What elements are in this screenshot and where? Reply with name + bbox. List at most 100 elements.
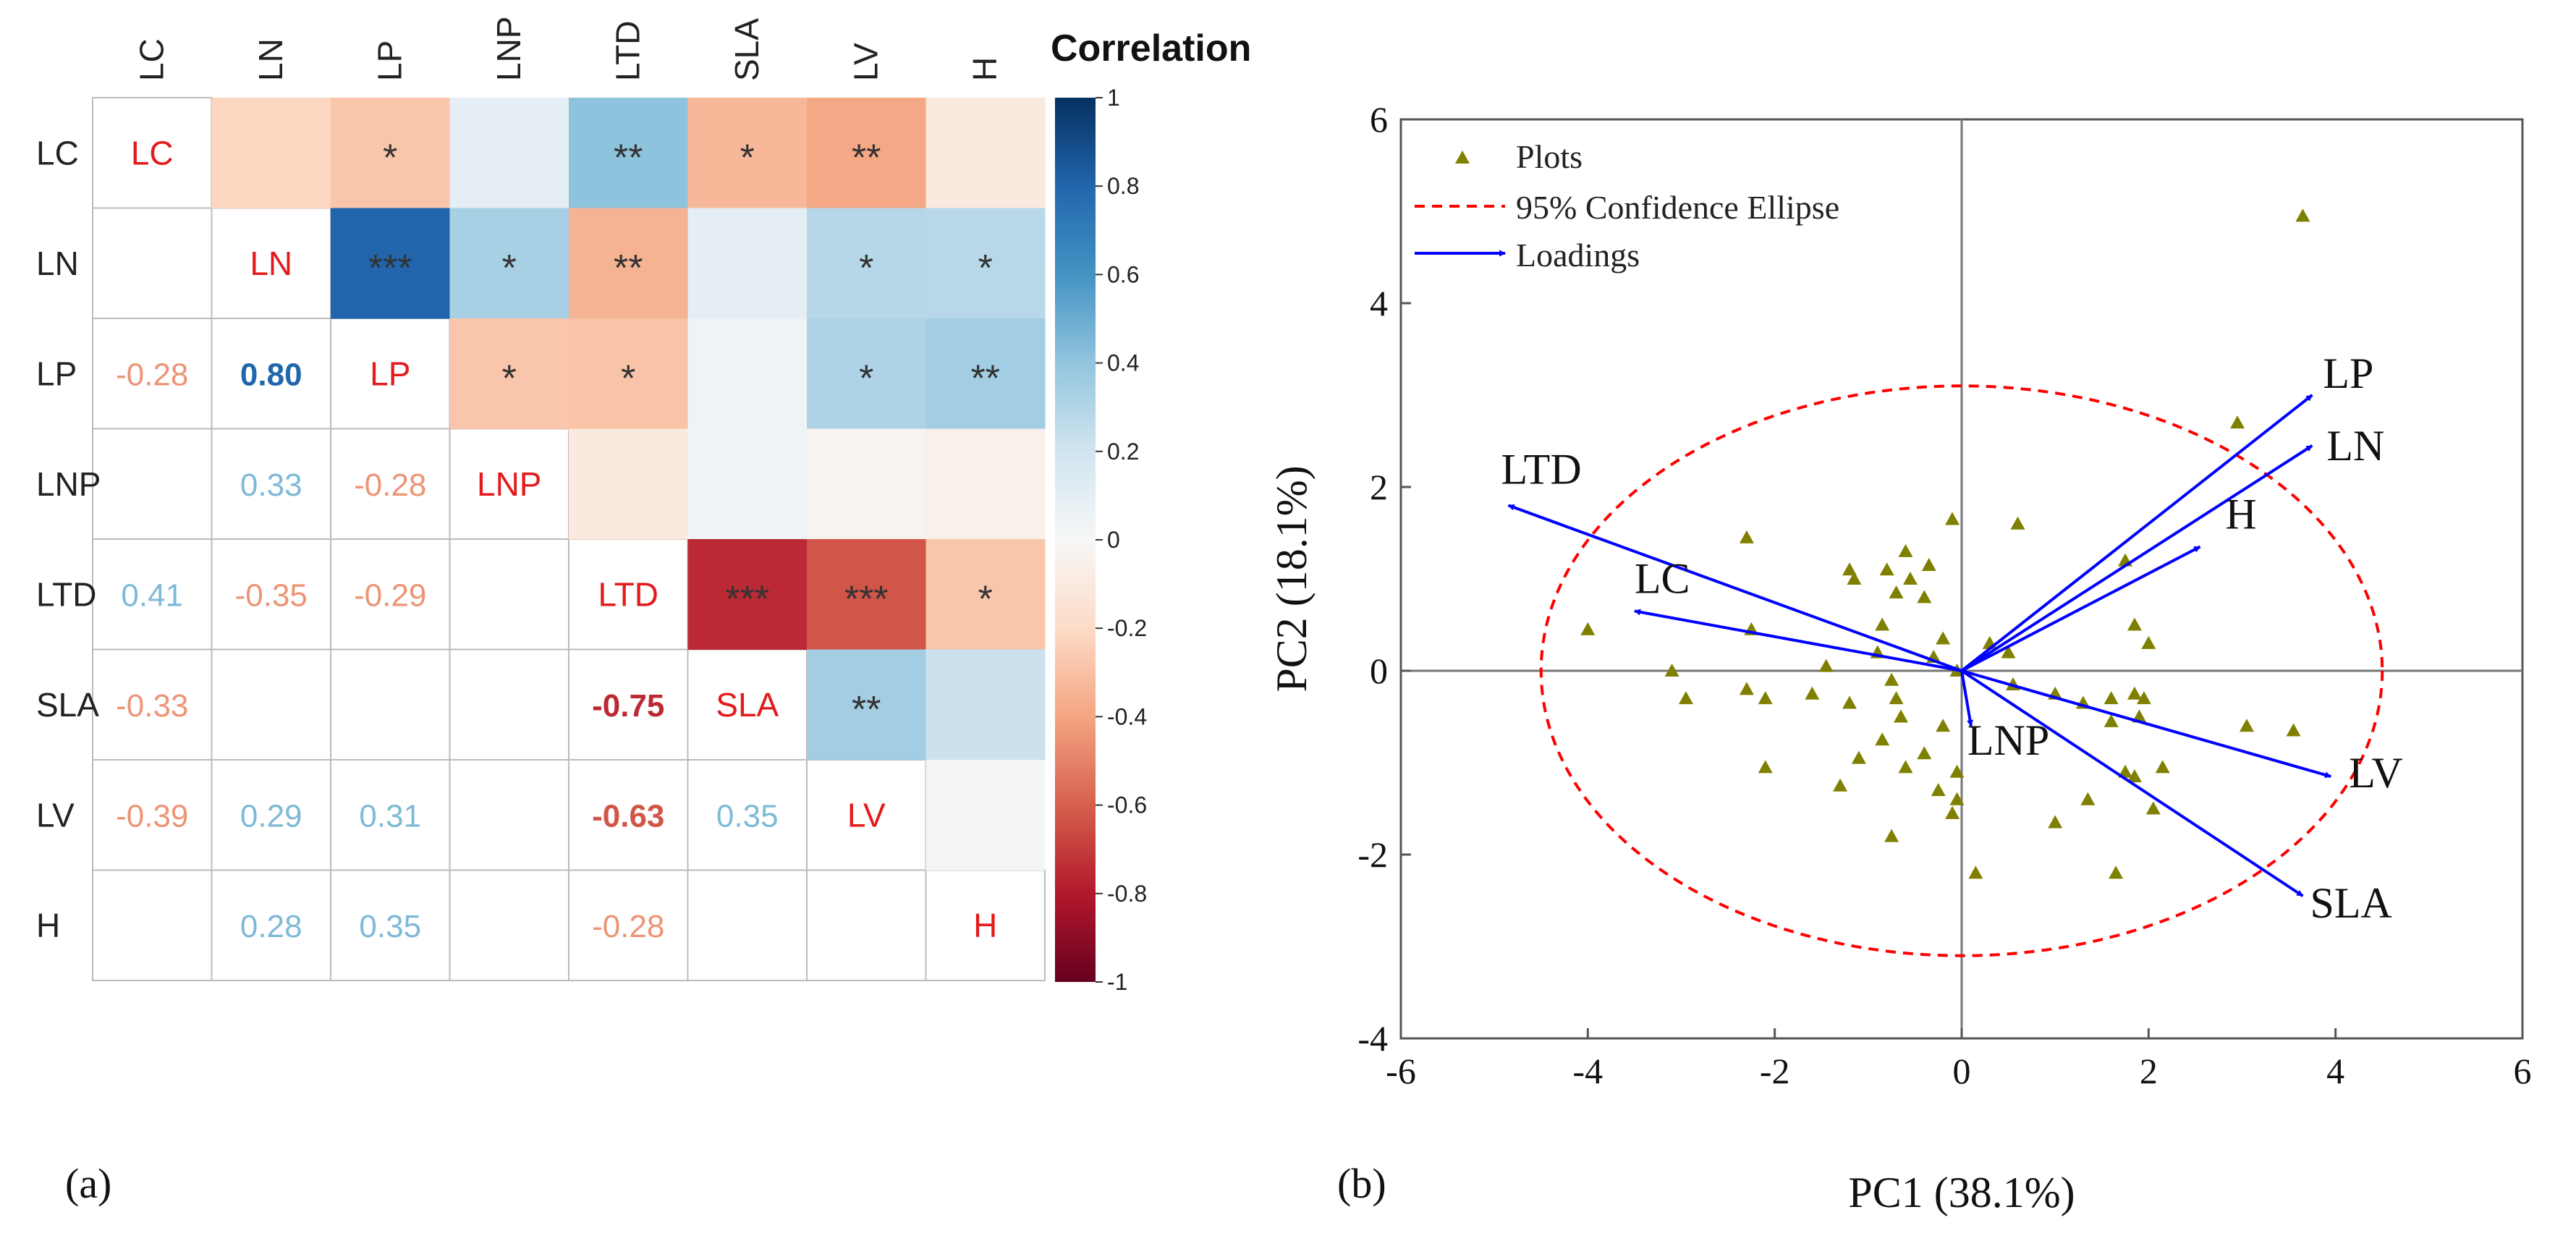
diagonal-label: SLA bbox=[716, 686, 779, 724]
correlation-value: 0.29 bbox=[240, 798, 302, 834]
plot-point bbox=[2103, 691, 2119, 705]
plot-point bbox=[1842, 562, 1857, 576]
heatmap-cell bbox=[449, 98, 569, 208]
heatmap-cell bbox=[807, 318, 926, 429]
heatmap-cell bbox=[449, 208, 569, 319]
correlation-value: 0.31 bbox=[359, 798, 421, 834]
loading-arrow bbox=[1960, 669, 2304, 897]
x-tick-label: 4 bbox=[2326, 1051, 2344, 1091]
heatmap-cell bbox=[807, 428, 926, 540]
heatmap-cell bbox=[925, 318, 1046, 429]
colorbar-tick-label: -0.6 bbox=[1107, 792, 1147, 818]
colorbar-tick-label: 0.6 bbox=[1107, 261, 1139, 287]
correlation-value: -0.28 bbox=[354, 467, 426, 503]
diagonal-label: LTD bbox=[598, 575, 659, 613]
plot-point bbox=[1921, 557, 1936, 571]
row-label: LC bbox=[36, 134, 79, 171]
diagonal-label: LP bbox=[370, 355, 410, 392]
heatmap-cell bbox=[331, 208, 450, 319]
heatmap-cell bbox=[92, 869, 213, 981]
plot-point bbox=[1580, 622, 1596, 635]
row-label: LTD bbox=[36, 575, 97, 613]
colorbar-tick-label: -1 bbox=[1107, 969, 1127, 995]
heatmap-cell bbox=[925, 760, 1046, 871]
significance-stars: * bbox=[740, 137, 755, 179]
heatmap-cell bbox=[92, 318, 213, 430]
correlation-heatmap: * ** * ***** * ** * ** * * ***** *** ***LCLNLPLNPLTD… bbox=[36, 17, 1251, 1207]
y-axis-label: PC2 (18.1%) bbox=[1268, 465, 1315, 692]
plot-point bbox=[1833, 778, 1848, 792]
loading-label: LC bbox=[1635, 554, 1690, 602]
y-tick-label: -4 bbox=[1357, 1018, 1388, 1059]
correlation-value: 0.41 bbox=[121, 577, 183, 613]
x-tick-label: 2 bbox=[2140, 1051, 2158, 1091]
y-tick-label: 4 bbox=[1370, 283, 1388, 323]
plot-point bbox=[1949, 764, 1965, 778]
heatmap-cell bbox=[330, 318, 451, 430]
loading-label: LV bbox=[2349, 749, 2402, 797]
plot-point bbox=[1842, 695, 1857, 709]
heatmap-cell bbox=[211, 318, 331, 430]
heatmap-cell bbox=[330, 648, 451, 761]
heatmap-cell bbox=[925, 649, 1046, 761]
row-label: LNP bbox=[36, 465, 101, 503]
legend-marker-plots bbox=[1455, 151, 1470, 164]
heatmap-cell bbox=[449, 428, 569, 540]
loading-label: H bbox=[2225, 491, 2256, 538]
plot-point bbox=[2080, 792, 2096, 805]
plot-point bbox=[1945, 805, 1960, 819]
plot-point bbox=[1968, 865, 1983, 879]
heatmap-cell bbox=[925, 208, 1046, 319]
heatmap-cell bbox=[807, 649, 926, 761]
plot-point bbox=[1758, 760, 1773, 774]
heatmap-cell bbox=[92, 759, 213, 871]
column-label: LC bbox=[132, 38, 170, 81]
plot-point bbox=[2118, 764, 2133, 778]
significance-stars: ** bbox=[852, 137, 881, 179]
loading-arrow bbox=[1960, 670, 1973, 727]
loading-label: SLA bbox=[2310, 879, 2391, 927]
plot-point bbox=[1917, 590, 1932, 603]
loading-arrow bbox=[1961, 545, 2201, 672]
plot-point bbox=[1902, 572, 1918, 585]
heatmap-cell bbox=[687, 428, 808, 540]
plot-point bbox=[1664, 664, 1679, 677]
significance-stars: * bbox=[859, 357, 873, 399]
correlation-value: -0.63 bbox=[592, 798, 664, 834]
loading-label: LP bbox=[2323, 350, 2373, 397]
plot-point bbox=[1739, 530, 1754, 543]
colorbar-ticks: 1 0.8 0.6 0.4 0.2 0 -0.2 -0.4 -0.6 -0.8 -1 bbox=[1096, 85, 1147, 995]
x-tick-label: -4 bbox=[1573, 1051, 1603, 1091]
heatmap-cell bbox=[449, 538, 569, 651]
plot-point bbox=[2048, 815, 2063, 829]
loading-label: LN bbox=[2326, 422, 2384, 470]
row-label: LV bbox=[36, 796, 75, 834]
heatmap-cell bbox=[568, 648, 689, 761]
heatmap-cell bbox=[92, 428, 213, 540]
row-label: LP bbox=[36, 355, 77, 392]
plot-point bbox=[2127, 686, 2142, 700]
heatmap-cell bbox=[211, 538, 331, 651]
plot-point bbox=[2239, 719, 2254, 732]
plot-point bbox=[1894, 709, 1909, 723]
heatmap-cell bbox=[687, 759, 808, 871]
heatmap-cell bbox=[569, 208, 688, 319]
plot-point bbox=[1949, 792, 1965, 805]
heatmap-cell bbox=[211, 98, 331, 208]
diagonal-label: LC bbox=[131, 134, 174, 171]
y-tick-label: -2 bbox=[1357, 834, 1388, 875]
plot-point bbox=[1805, 686, 1820, 700]
heatmap-cell bbox=[569, 98, 688, 208]
heatmap-cell bbox=[449, 648, 569, 761]
row-label: H bbox=[36, 907, 60, 944]
diagonal-label: LV bbox=[847, 796, 886, 834]
plot-point bbox=[1898, 543, 1913, 557]
column-label: LNP bbox=[490, 17, 528, 81]
plot-point bbox=[1678, 691, 1693, 705]
heatmap-cell bbox=[211, 759, 331, 871]
plot-point bbox=[2286, 723, 2301, 737]
plot-point bbox=[2230, 415, 2245, 429]
heatmap-cell bbox=[925, 539, 1046, 650]
